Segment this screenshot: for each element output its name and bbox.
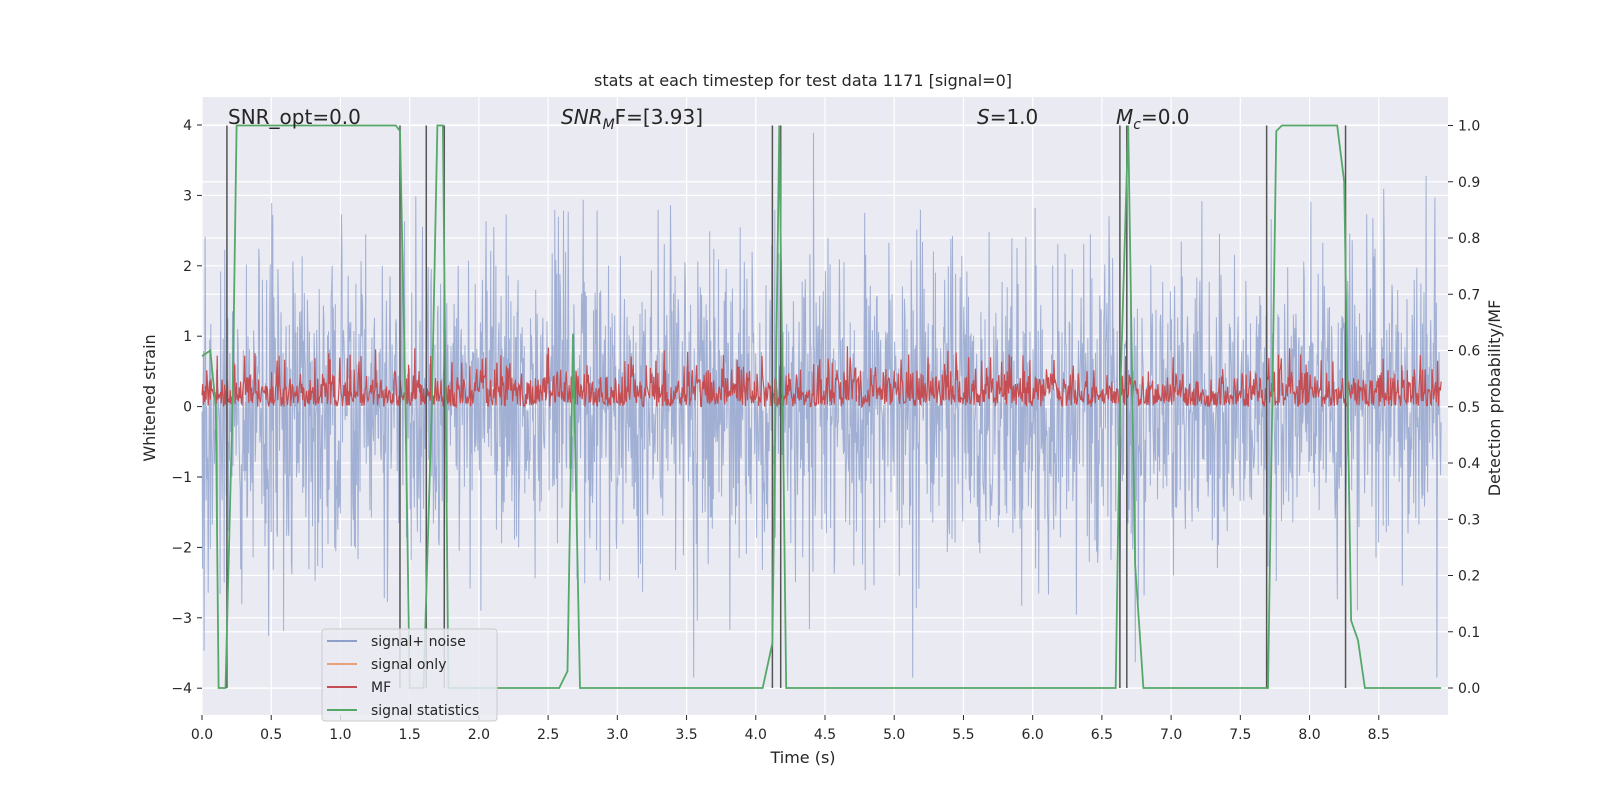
x-tick-label: 8.5 (1368, 727, 1390, 743)
annotation-mc-base: M (1116, 105, 1133, 129)
x-tick-label: 6.0 (1022, 727, 1044, 743)
annotation-s-italic: S (977, 105, 990, 129)
x-tick-label: 4.0 (745, 727, 767, 743)
y-tick-label-left: 1 (183, 329, 192, 345)
y-tick-label-right: 0.7 (1458, 287, 1480, 303)
y-tick-label-left: −1 (171, 470, 192, 486)
annotation-snr-mf-base: SNR (561, 105, 603, 129)
y-tick-label-right: 0.9 (1458, 175, 1480, 191)
y-tick-label-left: 3 (183, 188, 192, 204)
x-ticks: 0.0 0.5 1.0 1.5 2.0 2.5 3.0 3.5 4.0 4.5 5.0 5.5 6.0 6… (191, 715, 1390, 743)
x-tick-label: 3.0 (606, 727, 628, 743)
x-tick-label: 4.5 (814, 727, 836, 743)
legend-label-mf: MF (371, 680, 391, 696)
annotation-mc-rest: =0.0 (1141, 105, 1190, 129)
x-tick-label: 5.5 (952, 727, 974, 743)
y-tick-label-left: −4 (171, 681, 192, 697)
y-axis-label-right: Detection probability/MF (1485, 300, 1504, 497)
annotation-s: S=1.0 (977, 105, 1038, 129)
annotation-snr-mf: SNRMF=[3.93] (561, 105, 703, 133)
x-tick-label: 1.5 (399, 727, 421, 743)
x-tick-label: 7.5 (1229, 727, 1251, 743)
y-tick-label-left: 4 (183, 118, 192, 134)
y-tick-label-right: 0.2 (1458, 569, 1480, 585)
legend-label-signal-statistics: signal statistics (371, 703, 479, 719)
x-tick-label: 2.5 (537, 727, 559, 743)
annotation-snr-mf-sub: M (603, 117, 615, 133)
y-tick-label-right: 0.1 (1458, 625, 1480, 641)
y-tick-label-right: 0.4 (1458, 456, 1480, 472)
y-tick-label-right: 0.5 (1458, 400, 1480, 416)
annotation-s-rest: =1.0 (990, 105, 1039, 129)
x-tick-label: 3.5 (675, 727, 697, 743)
x-tick-label: 6.5 (1091, 727, 1113, 743)
y-tick-label-right: 0.3 (1458, 512, 1480, 528)
y-ticks-left: 4 3 2 1 0 −1 −2 −3 −4 (171, 118, 202, 697)
mf-series (201, 346, 1442, 409)
x-tick-label: 0.0 (191, 727, 213, 743)
legend-label-signal-noise: signal+ noise (371, 634, 466, 650)
x-tick-label: 1.0 (329, 727, 351, 743)
legend-label-signal-only: signal only (371, 657, 446, 673)
y-ticks-right: 1.0 0.9 0.8 0.7 0.6 0.5 0.4 0.3 0.2 0.1 0.0 (1448, 119, 1480, 697)
y-tick-label-right: 0.6 (1458, 344, 1480, 360)
annotation-mc: Mc=0.0 (1116, 105, 1190, 133)
x-tick-label: 8.0 (1298, 727, 1320, 743)
legend-box (321, 628, 498, 722)
vertical-markers (226, 125, 1347, 688)
annotation-snr-mf-rest: F=[3.93] (615, 105, 703, 129)
x-tick-label: 2.0 (468, 727, 490, 743)
x-tick-label: 0.5 (260, 727, 282, 743)
signal-statistics-series (201, 124, 1442, 689)
y-tick-label-right: 0.0 (1458, 681, 1480, 697)
x-tick-label: 5.0 (883, 727, 905, 743)
x-tick-label: 7.0 (1160, 727, 1182, 743)
mf-line (201, 346, 1442, 409)
legend: signal+ noise signal only MF signal stat… (321, 628, 498, 722)
y-tick-label-right: 0.8 (1458, 231, 1480, 247)
y-tick-label-left: 0 (183, 400, 192, 416)
y-tick-label-right: 1.0 (1458, 119, 1480, 135)
annotation-snr-opt: SNR_opt=0.0 (228, 105, 361, 129)
signal-statistics-line (201, 124, 1442, 689)
chart-title: stats at each timestep for test data 117… (594, 71, 1012, 90)
y-tick-label-left: 2 (183, 259, 192, 275)
annotation-mc-sub: c (1133, 117, 1141, 133)
y-axis-label-left: Whitened strain (140, 334, 159, 461)
y-tick-label-left: −3 (171, 611, 192, 627)
y-tick-label-left: −2 (171, 540, 192, 556)
x-axis-label: Time (s) (769, 748, 835, 767)
